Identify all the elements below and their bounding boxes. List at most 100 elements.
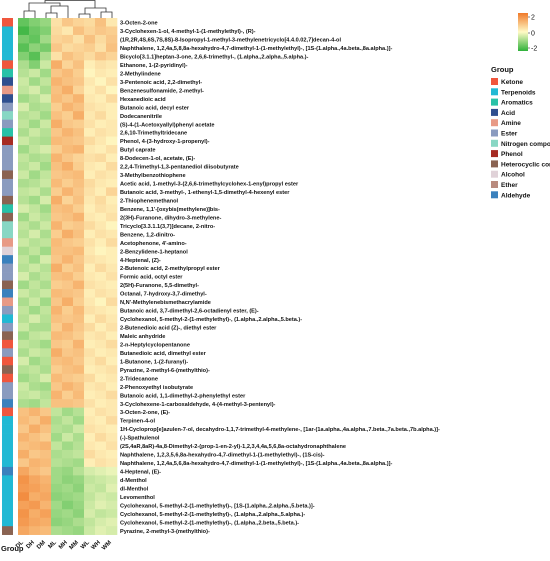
heatmap-cell bbox=[18, 229, 30, 239]
heatmap-cell bbox=[51, 212, 63, 222]
heatmap-cell bbox=[95, 238, 107, 247]
legend-swatch bbox=[491, 119, 498, 127]
heatmap-cell bbox=[29, 399, 41, 408]
row-label: (S)-4-(1-Acetoxyallyl)phenyl acetate bbox=[120, 122, 215, 128]
heatmap-cell bbox=[84, 111, 96, 120]
heatmap-cell bbox=[51, 348, 63, 358]
heatmap-cell bbox=[62, 238, 74, 247]
heatmap-cell bbox=[106, 43, 118, 53]
heatmap-cell bbox=[84, 272, 96, 281]
heatmap-cell bbox=[51, 85, 63, 95]
group-cell bbox=[2, 246, 13, 256]
heatmap-cell bbox=[84, 238, 96, 247]
heatmap-cell bbox=[73, 390, 85, 400]
row-label: (-)-Spathulenol bbox=[120, 436, 160, 442]
heatmap-cell bbox=[73, 348, 85, 358]
group-cell bbox=[2, 272, 13, 281]
heatmap-cell bbox=[62, 314, 74, 324]
heatmap-cell bbox=[51, 26, 63, 36]
heatmap-cell bbox=[18, 51, 30, 61]
heatmap-cell bbox=[18, 161, 30, 171]
heatmap-cell bbox=[106, 305, 118, 315]
heatmap-cell bbox=[95, 60, 107, 70]
heatmap-cell bbox=[106, 94, 118, 103]
heatmap-cell bbox=[51, 34, 63, 44]
heatmap-cell bbox=[62, 297, 74, 307]
heatmap-cell bbox=[40, 373, 52, 383]
legend-label: Ether bbox=[501, 182, 518, 189]
heatmap-cell bbox=[62, 26, 74, 36]
row-label: 2,6,10-Trimethyltridecane bbox=[120, 131, 187, 137]
group-annotation-bar bbox=[2, 18, 13, 535]
heatmap-cell bbox=[18, 509, 30, 519]
heatmap-cell bbox=[18, 331, 30, 341]
heatmap-cell bbox=[106, 331, 118, 341]
heatmap-cell bbox=[62, 483, 74, 493]
group-cell bbox=[2, 229, 13, 239]
row-label: 3-Methylbenzothiophene bbox=[120, 173, 186, 179]
heatmap-cell bbox=[95, 441, 107, 451]
legend-label: Terpenoids bbox=[501, 89, 536, 96]
heatmap-cell bbox=[51, 399, 63, 408]
heatmap-cell bbox=[73, 221, 85, 231]
heatmap-cell bbox=[40, 509, 52, 519]
heatmap-cell bbox=[84, 26, 96, 36]
heatmap-cell bbox=[95, 187, 107, 197]
heatmap-cell bbox=[51, 297, 63, 307]
heatmap-cell bbox=[106, 263, 118, 273]
heatmap-cell bbox=[106, 373, 118, 383]
heatmap-cell bbox=[51, 43, 63, 53]
group-cell bbox=[2, 407, 13, 417]
heatmap-cell bbox=[95, 119, 107, 129]
row-label: Acetophenone, 4'-amino- bbox=[120, 241, 187, 247]
heatmap-cell bbox=[106, 221, 118, 231]
heatmap-cell bbox=[29, 526, 41, 535]
heatmap-cell bbox=[29, 365, 41, 375]
row-label: 2-Thiophenemethanol bbox=[120, 198, 179, 204]
legend-label: Heterocyclic compound bbox=[501, 161, 550, 168]
heatmap-cell bbox=[51, 416, 63, 425]
heatmap-cell bbox=[18, 492, 30, 502]
heatmap-cell bbox=[40, 492, 52, 502]
heatmap-cell bbox=[62, 34, 74, 44]
heatmap-cell bbox=[29, 433, 41, 442]
heatmap-cell bbox=[40, 212, 52, 222]
group-cell bbox=[2, 297, 13, 307]
heatmap-cell bbox=[62, 246, 74, 256]
row-label: 2-Methylindene bbox=[120, 71, 161, 77]
row-label: 1H-Cycloprop[e]azulen-7-ol, decahydro-1,… bbox=[120, 427, 440, 433]
row-label: Pyrazine, 2-methyl-3-(methylthio)- bbox=[120, 529, 210, 535]
heatmap-cell bbox=[62, 517, 74, 527]
legend-label: Amine bbox=[501, 120, 521, 127]
heatmap-cell bbox=[51, 356, 63, 366]
heatmap-cell bbox=[106, 526, 118, 535]
heatmap-cell bbox=[106, 229, 118, 239]
heatmap-cell bbox=[18, 433, 30, 442]
heatmap-cell bbox=[73, 77, 85, 87]
heatmap-cell bbox=[40, 187, 52, 197]
row-label: 2-Benzylidene-1-heptanol bbox=[120, 249, 188, 255]
heatmap-cell bbox=[95, 136, 107, 146]
group-cell bbox=[2, 517, 13, 527]
heatmap-cell bbox=[51, 128, 63, 137]
heatmap-cell bbox=[62, 221, 74, 231]
heatmap-cell bbox=[73, 356, 85, 366]
heatmap-cell bbox=[40, 204, 52, 214]
heatmap-cell bbox=[18, 305, 30, 315]
heatmap-cell bbox=[18, 280, 30, 290]
row-label: Formic acid, octyl ester bbox=[120, 275, 183, 281]
heatmap-cell bbox=[84, 458, 96, 468]
group-cell bbox=[2, 433, 13, 442]
heatmap-cell bbox=[18, 178, 30, 188]
heatmap-cell bbox=[73, 517, 85, 527]
heatmap-cell bbox=[106, 517, 118, 527]
heatmap-cell bbox=[62, 365, 74, 375]
heatmap-cell bbox=[40, 128, 52, 137]
heatmap-cell bbox=[62, 161, 74, 171]
heatmap-cell bbox=[29, 314, 41, 324]
heatmap-cell bbox=[29, 77, 41, 87]
heatmap-cell bbox=[73, 229, 85, 239]
heatmap-cell bbox=[73, 365, 85, 375]
row-label: Butyl caprate bbox=[120, 148, 155, 154]
heatmap-cell bbox=[29, 424, 41, 434]
